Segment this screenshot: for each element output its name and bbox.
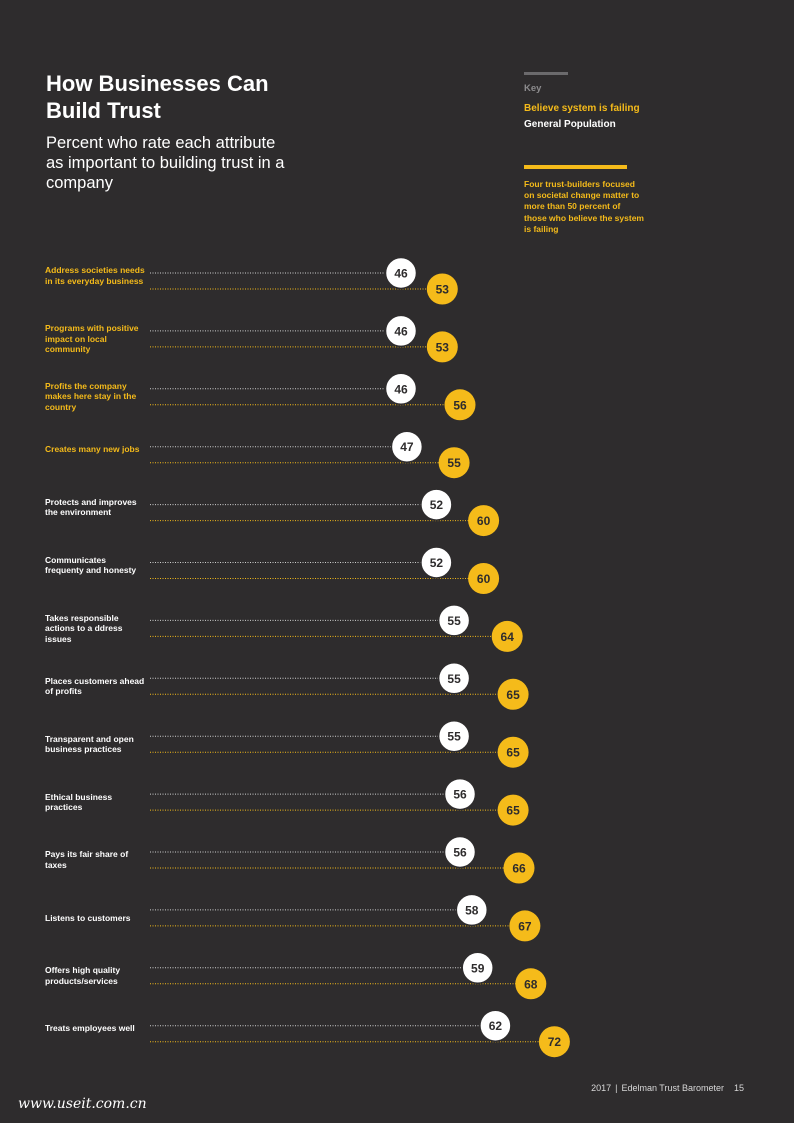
failing-point: [497, 678, 529, 710]
general-value-label: 46: [394, 267, 408, 281]
failing-point: [468, 505, 500, 537]
failing-point: [468, 563, 500, 594]
footer-year: 2017: [591, 1083, 612, 1093]
general-value-label: 62: [489, 1019, 503, 1033]
category-label: Ethical business practices: [45, 791, 113, 813]
general-value-label: 52: [430, 556, 444, 570]
general-point: [437, 719, 471, 753]
category-label: Treats employees well: [45, 1023, 135, 1034]
general-point: [437, 604, 471, 637]
failing-value-label: 65: [506, 688, 520, 702]
failing-point: [538, 1026, 570, 1058]
failing-point: [426, 331, 458, 363]
failing-value-label: 53: [436, 340, 450, 354]
general-point: [461, 951, 494, 985]
note-divider: [524, 165, 627, 169]
key-general-population: General Population: [524, 119, 616, 130]
category-label: Programs with positive impact on local c…: [45, 323, 139, 355]
general-point: [420, 546, 453, 579]
general-value-label: 46: [394, 382, 408, 396]
category-label: Places customers ahead of profits: [45, 675, 145, 697]
failing-point: [497, 794, 529, 826]
category-label: Transparent and open business practices: [45, 733, 134, 755]
note-text: Four trust-builders focused on societal …: [524, 179, 644, 234]
failing-value-label: 56: [453, 398, 467, 412]
general-point: [390, 430, 424, 463]
general-point: [384, 372, 418, 406]
category-label: Offers high quality products/services: [45, 965, 121, 986]
general-value-label: 55: [447, 614, 461, 628]
watermark: www.useit.com.cn: [18, 1096, 147, 1112]
general-value-label: 52: [430, 498, 444, 512]
page-number: 15: [733, 1083, 744, 1093]
failing-value-label: 55: [447, 456, 461, 470]
category-label: Protects and improves the environment: [45, 496, 137, 518]
failing-point: [426, 273, 458, 305]
failing-point: [438, 447, 470, 479]
category-label: Listens to customers: [45, 912, 131, 923]
general-value-label: 55: [447, 730, 461, 744]
key-heading: Key: [524, 83, 542, 94]
failing-point: [497, 736, 529, 768]
general-point: [479, 1009, 512, 1042]
failing-point: [515, 968, 547, 1000]
category-label: Pays its fair share of taxes: [45, 849, 129, 870]
failing-value-label: 64: [501, 630, 515, 644]
general-value-label: 46: [394, 324, 408, 338]
general-value-label: 58: [465, 903, 479, 917]
general-point: [455, 893, 489, 927]
category-label: Takes responsible actions to a ddress is…: [45, 612, 123, 644]
chart-subtitle: Percent who rate each attribute as impor…: [46, 134, 285, 192]
failing-value-label: 60: [477, 572, 491, 586]
failing-value-label: 68: [524, 977, 538, 991]
key-divider: [524, 72, 568, 75]
category-label: Creates many new jobs: [45, 444, 140, 455]
general-value-label: 56: [453, 788, 467, 802]
general-value-label: 56: [453, 846, 467, 860]
chart-title: How Businesses Can Build Trust: [46, 71, 269, 123]
general-point: [443, 777, 477, 811]
failing-value-label: 66: [512, 862, 526, 876]
footer-separator: |: [615, 1083, 618, 1093]
failing-value-label: 72: [548, 1035, 562, 1049]
failing-point: [509, 910, 541, 942]
failing-value-label: 65: [506, 746, 520, 760]
failing-value-label: 65: [506, 804, 520, 818]
general-value-label: 47: [400, 440, 414, 454]
general-point: [384, 314, 418, 348]
failing-value-label: 60: [477, 514, 491, 528]
failing-point: [491, 620, 523, 652]
failing-point: [444, 389, 476, 421]
category-label: Address societies needs in its everyday …: [45, 265, 145, 286]
general-value-label: 55: [447, 672, 461, 686]
footer-publication: Edelman Trust Barometer: [621, 1083, 724, 1093]
general-value-label: 59: [471, 961, 485, 975]
category-label: Profits the company makes here stay in t…: [45, 380, 137, 413]
failing-value-label: 67: [518, 919, 532, 933]
category-label: Communicates frequenty and honesty: [45, 554, 137, 576]
key-believe-failing: Believe system is failing: [524, 103, 640, 114]
general-point: [384, 256, 418, 290]
footer: 2017 | Edelman Trust Barometer 15: [591, 1083, 744, 1093]
general-point: [437, 662, 471, 695]
general-point: [443, 835, 477, 869]
failing-value-label: 53: [436, 283, 450, 297]
failing-point: [503, 852, 535, 884]
general-point: [420, 488, 453, 521]
